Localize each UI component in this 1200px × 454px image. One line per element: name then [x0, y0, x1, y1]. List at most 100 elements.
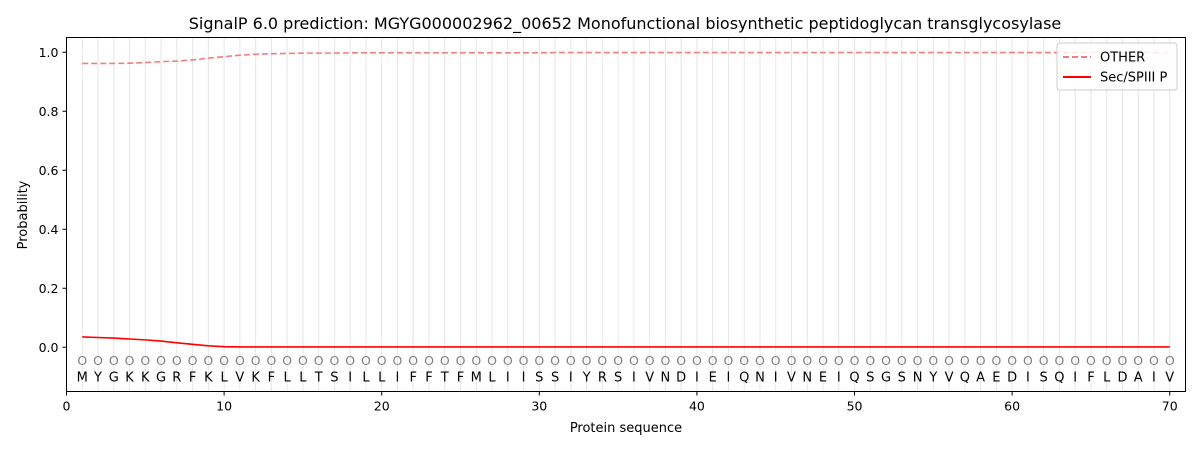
residue-label: A	[1134, 370, 1143, 385]
position-marker: O	[298, 353, 308, 368]
position-marker: O	[424, 353, 434, 368]
residue-label: F	[457, 370, 464, 385]
residue-label: F	[189, 370, 196, 385]
residue-label: I	[632, 370, 636, 385]
position-marker: O	[1054, 353, 1064, 368]
position-marker: O	[1165, 353, 1175, 368]
residue-label: I	[837, 370, 841, 385]
residue-label: G	[881, 370, 891, 385]
series-line-other	[82, 51, 1170, 65]
position-marker: O	[440, 353, 450, 368]
series-line-sec-spiii-p	[82, 336, 1170, 348]
residue-label: N	[802, 370, 812, 385]
residue-label: I	[727, 370, 731, 385]
x-tick-label: 20	[374, 399, 390, 414]
position-marker: O	[960, 353, 970, 368]
position-marker: O	[235, 353, 245, 368]
residue-label: L	[284, 370, 292, 385]
y-tick-label: 0.0	[39, 340, 59, 355]
position-marker: O	[330, 353, 340, 368]
position-marker: O	[597, 353, 607, 368]
residue-label: F	[409, 370, 416, 385]
residue-label: K	[251, 370, 260, 385]
residue-label: R	[172, 370, 181, 385]
chart-title: SignalP 6.0 prediction: MGYG000002962_00…	[189, 14, 1062, 34]
position-marker: O	[771, 353, 781, 368]
y-tick-label: 0.8	[39, 104, 59, 119]
sequence-labels: OMOYOGOKOKOGOROFOKOLOVOKOFOLOLOTOSOIOLOL…	[77, 353, 1175, 385]
residue-label: E	[819, 370, 827, 385]
residue-label: D	[1117, 370, 1127, 385]
position-marker: O	[172, 353, 182, 368]
position-marker: O	[377, 353, 387, 368]
residue-label: F	[1087, 370, 1094, 385]
residue-label: V	[787, 370, 796, 385]
legend-label-other: OTHER	[1100, 51, 1145, 66]
residue-label: K	[204, 370, 213, 385]
x-axis-ticks: 0 10 20 30 40 50 60 70	[63, 391, 1178, 414]
residue-label: L	[220, 370, 228, 385]
plot-frame	[66, 37, 1186, 392]
series-lines	[82, 51, 1170, 348]
x-tick-label: 10	[216, 399, 232, 414]
residue-label: D	[1007, 370, 1017, 385]
x-tick-label: 50	[847, 399, 863, 414]
residue-label: Q	[849, 370, 859, 385]
position-marker: O	[850, 353, 860, 368]
residue-label: F	[425, 370, 432, 385]
position-marker: O	[1133, 353, 1143, 368]
residue-label: M	[77, 370, 88, 385]
position-marker: O	[708, 353, 718, 368]
residue-label: L	[362, 370, 370, 385]
position-marker: O	[897, 353, 907, 368]
residue-label: I	[522, 370, 526, 385]
position-marker: O	[156, 353, 166, 368]
position-marker: O	[203, 353, 213, 368]
residue-label: Y	[928, 370, 937, 385]
position-marker: O	[566, 353, 576, 368]
residue-label: K	[141, 370, 150, 385]
x-tick-label: 60	[1004, 399, 1020, 414]
position-marker: O	[991, 353, 1001, 368]
position-marker: O	[645, 353, 655, 368]
position-marker: O	[93, 353, 103, 368]
position-marker: O	[1023, 353, 1033, 368]
legend: OTHER Sec/SPIII P	[1056, 42, 1178, 91]
residue-label: V	[235, 370, 244, 385]
residue-label: V	[1165, 370, 1174, 385]
residue-label: I	[569, 370, 573, 385]
position-marker: O	[928, 353, 938, 368]
position-marker: O	[487, 353, 497, 368]
position-marker: O	[77, 353, 87, 368]
position-marker: O	[739, 353, 749, 368]
residue-label: I	[348, 370, 352, 385]
position-marker: O	[1070, 353, 1080, 368]
position-marker: O	[503, 353, 513, 368]
x-tick-label: 70	[1162, 399, 1178, 414]
residue-label: N	[755, 370, 765, 385]
position-marker: O	[1102, 353, 1112, 368]
residue-label: V	[945, 370, 954, 385]
position-marker: O	[582, 353, 592, 368]
x-axis-label: Protein sequence	[570, 421, 682, 436]
position-marker: O	[676, 353, 686, 368]
x-tick-label: 0	[63, 399, 71, 414]
position-marker: O	[1086, 353, 1096, 368]
y-tick-label: 0.4	[39, 222, 59, 237]
residue-label: E	[992, 370, 1000, 385]
residue-label: I	[695, 370, 699, 385]
residue-label: F	[268, 370, 275, 385]
position-marker: O	[109, 353, 119, 368]
position-marker: O	[1007, 353, 1017, 368]
residue-label: I	[774, 370, 778, 385]
position-marker: O	[361, 353, 371, 368]
residue-label: G	[109, 370, 119, 385]
residue-label: M	[471, 370, 482, 385]
y-tick-label: 0.2	[39, 281, 59, 296]
residue-label: K	[125, 370, 134, 385]
residue-label: E	[709, 370, 717, 385]
position-marker: O	[456, 353, 466, 368]
y-tick-label: 1.0	[39, 45, 59, 60]
position-marker: O	[550, 353, 560, 368]
